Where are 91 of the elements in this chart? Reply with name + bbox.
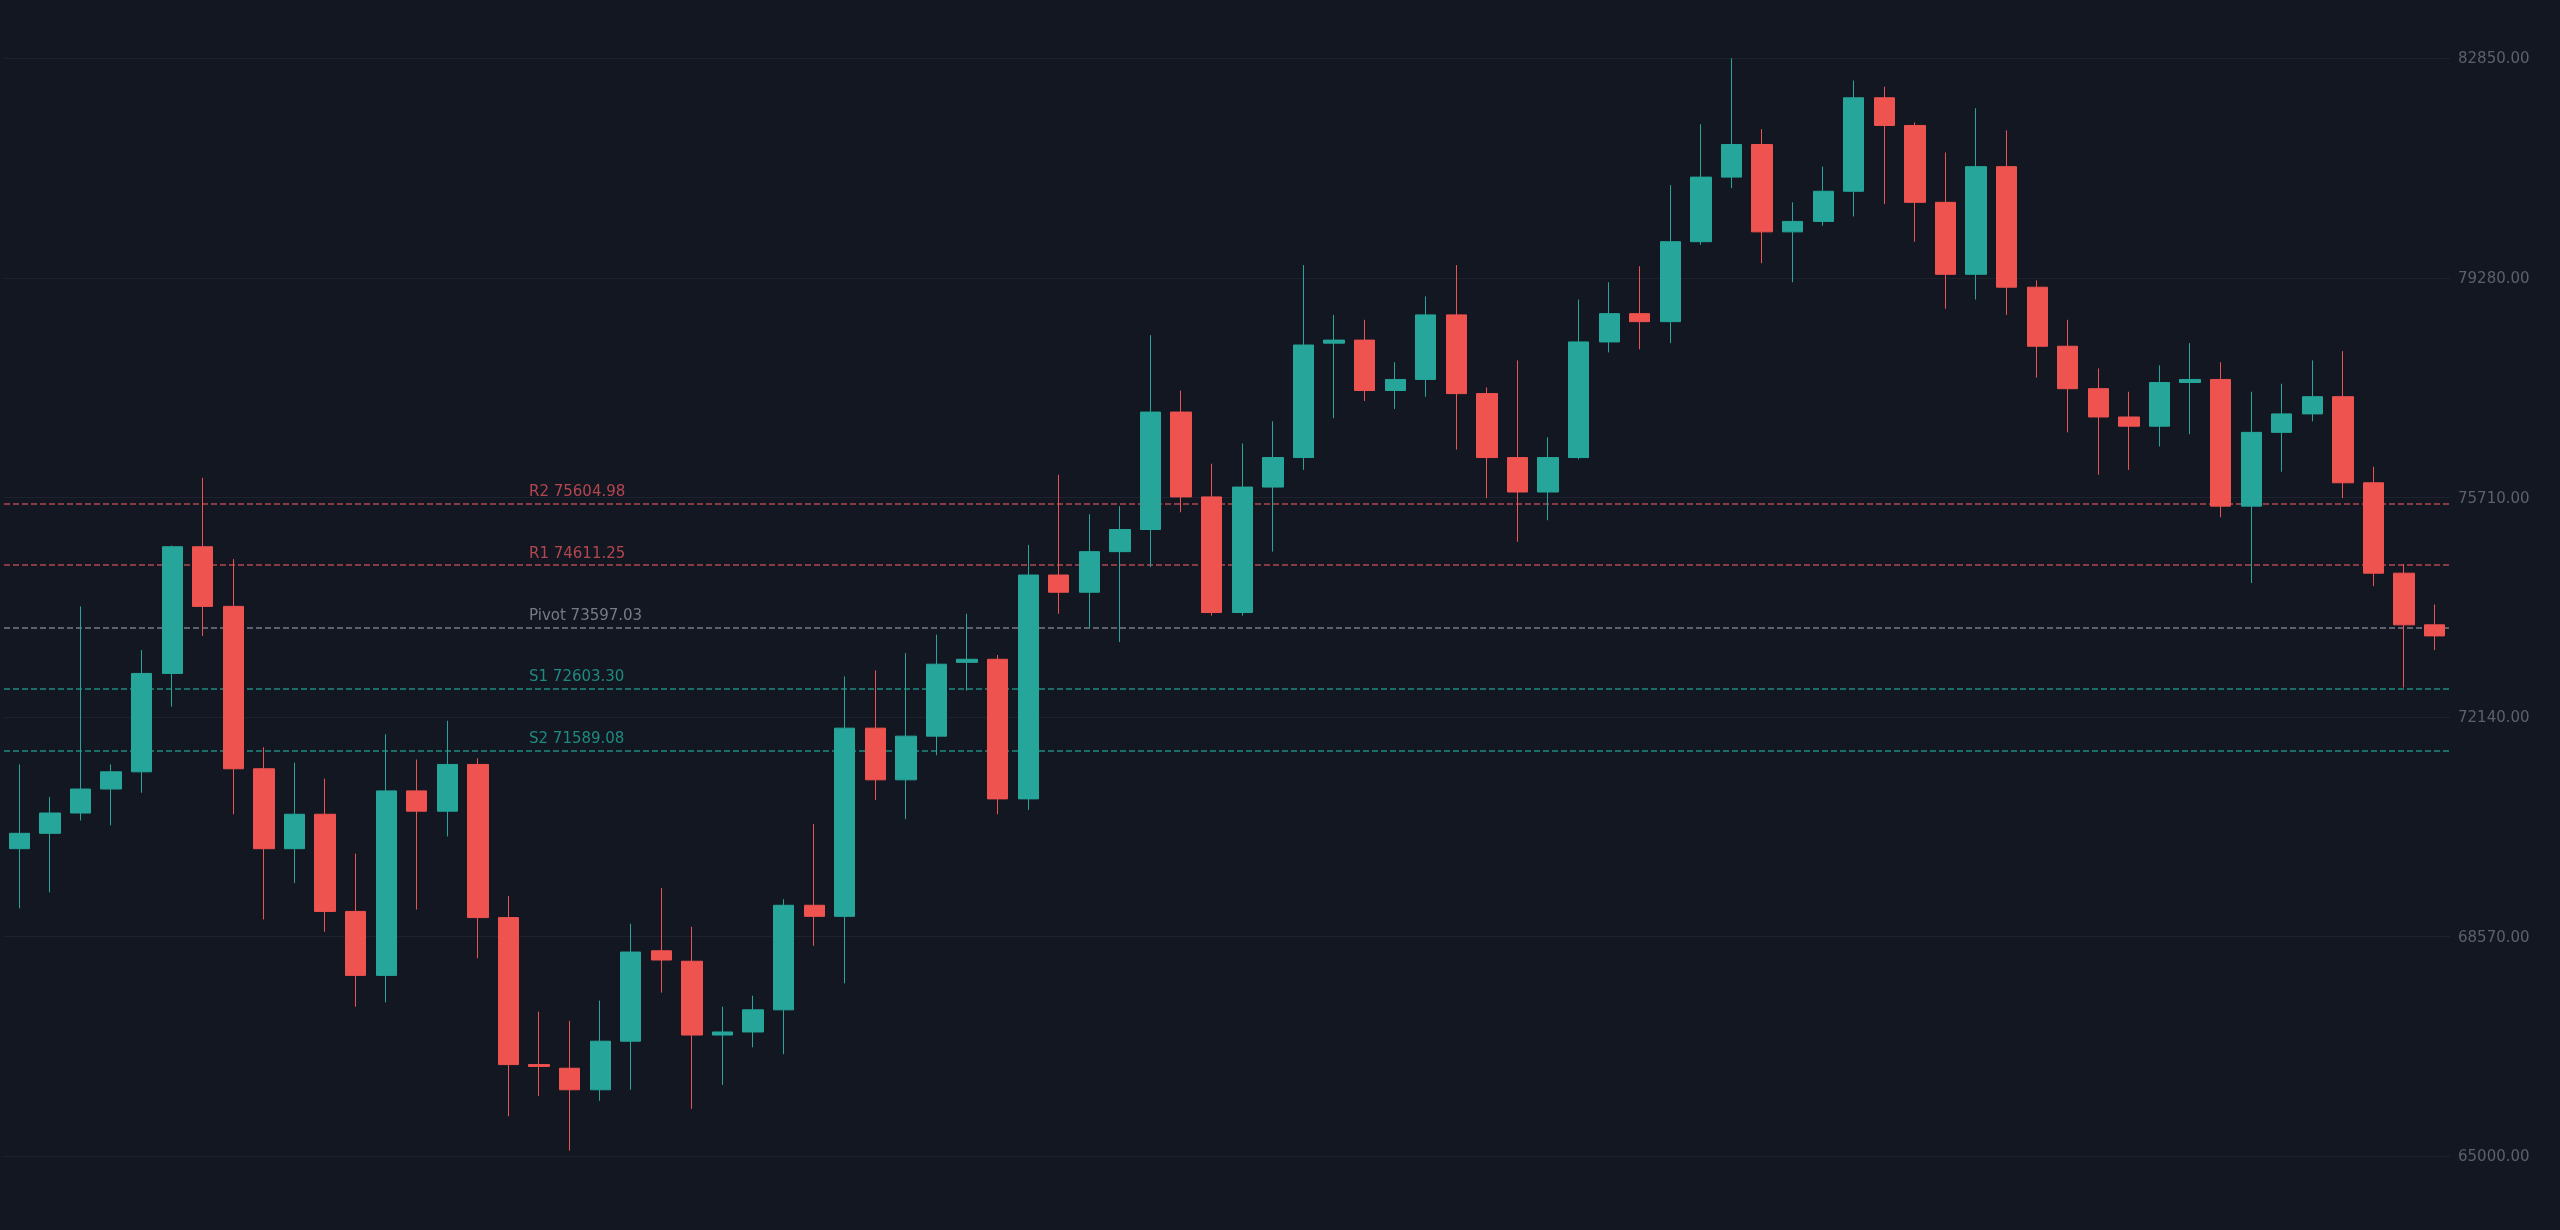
y-tick-label: 68570.00 bbox=[2458, 927, 2530, 946]
candlestick bbox=[1323, 314, 1345, 419]
candlestick bbox=[2179, 342, 2201, 435]
candlestick bbox=[1262, 420, 1284, 553]
candlestick bbox=[2363, 466, 2384, 587]
ref-line-label: S2 71589.08 bbox=[529, 729, 625, 748]
candlestick bbox=[1507, 359, 1528, 543]
candlestick bbox=[2210, 361, 2231, 518]
candlestick bbox=[1446, 264, 1467, 451]
candlestick bbox=[1935, 152, 1956, 310]
ref-line-label: R2 75604.98 bbox=[529, 482, 626, 501]
candlestick bbox=[712, 1006, 733, 1086]
candlestick bbox=[162, 545, 183, 708]
candlestick bbox=[223, 558, 244, 815]
candlestick bbox=[498, 895, 519, 1117]
candlestick bbox=[1996, 129, 2017, 316]
candlestick bbox=[192, 477, 213, 637]
candlestick bbox=[2241, 391, 2262, 584]
candlestick bbox=[1690, 123, 1712, 246]
candlestick bbox=[1354, 319, 1375, 402]
y-tick-label: 75710.00 bbox=[2458, 488, 2530, 507]
candlestick bbox=[590, 1000, 611, 1102]
candlestick bbox=[9, 763, 30, 909]
candlestick bbox=[2332, 350, 2354, 499]
ref-line-label: R1 74611.25 bbox=[529, 543, 626, 562]
y-tick-label: 79280.00 bbox=[2458, 268, 2530, 287]
candlestick bbox=[2027, 279, 2048, 379]
candlestick bbox=[1201, 463, 1222, 617]
candlestick bbox=[1629, 265, 1650, 350]
candlestick bbox=[1813, 166, 1834, 227]
candlestick bbox=[100, 763, 122, 826]
candlestick bbox=[651, 887, 672, 994]
candlestick bbox=[1721, 57, 1742, 189]
candlestick bbox=[528, 1011, 550, 1097]
candlestick bbox=[1904, 121, 1926, 243]
candlestick bbox=[1751, 128, 1773, 264]
ref-line-label: Pivot 73597.03 bbox=[529, 605, 643, 624]
candlestick bbox=[467, 757, 489, 959]
candlestick bbox=[1874, 86, 1895, 205]
candlestick bbox=[284, 762, 305, 884]
candlestick bbox=[2393, 563, 2415, 689]
candlestick bbox=[253, 746, 275, 920]
candlestick bbox=[834, 676, 855, 984]
candlestick bbox=[2302, 359, 2323, 422]
candlestick bbox=[70, 605, 91, 821]
candlestick bbox=[2088, 367, 2109, 476]
y-tick-label: 82850.00 bbox=[2458, 49, 2530, 68]
candlestick bbox=[1476, 386, 1498, 499]
candlestick bbox=[1599, 281, 1620, 353]
candlestick bbox=[926, 634, 947, 756]
candlestick bbox=[1415, 295, 1436, 398]
candlestick bbox=[1170, 390, 1192, 513]
candlestick bbox=[1232, 442, 1253, 617]
candlestick bbox=[1048, 474, 1069, 615]
candlestick bbox=[742, 995, 764, 1048]
candlestick bbox=[1965, 107, 1987, 301]
candlestick bbox=[895, 652, 917, 820]
candlestick bbox=[773, 898, 794, 1055]
candlestick bbox=[2271, 383, 2292, 473]
y-tick-label: 72140.00 bbox=[2458, 708, 2530, 727]
candlestick bbox=[1018, 544, 1039, 811]
candlestick bbox=[1568, 299, 1589, 460]
candlestick bbox=[865, 669, 886, 801]
candlestick bbox=[956, 613, 978, 692]
candlestick bbox=[314, 778, 336, 933]
candlestick bbox=[345, 853, 366, 1008]
candlestick bbox=[559, 1020, 580, 1152]
candlestick bbox=[2424, 604, 2445, 651]
candlestick bbox=[437, 720, 458, 837]
candlestick bbox=[1843, 80, 1864, 217]
candlestick bbox=[376, 733, 397, 1003]
candlestick bbox=[1782, 201, 1803, 283]
candlestick bbox=[1537, 436, 1559, 521]
candlestick bbox=[2118, 391, 2140, 471]
candlestick bbox=[39, 796, 61, 893]
candlestick bbox=[1385, 361, 1406, 410]
y-tick-label: 65000.00 bbox=[2458, 1147, 2530, 1166]
candlestick bbox=[2149, 364, 2170, 447]
candlestick bbox=[2057, 319, 2078, 433]
candlestick bbox=[987, 654, 1008, 815]
candlestick bbox=[1109, 505, 1131, 643]
candlestick bbox=[1140, 334, 1161, 568]
ref-line-label: S1 72603.30 bbox=[529, 667, 625, 686]
candlestick bbox=[131, 649, 152, 794]
candlestick bbox=[406, 759, 427, 911]
candlestick bbox=[804, 823, 825, 947]
candlestick bbox=[1293, 264, 1314, 471]
candlestick bbox=[681, 926, 703, 1110]
candlestick bbox=[1660, 184, 1681, 344]
candlestick bbox=[620, 923, 641, 1091]
candlestick bbox=[1079, 513, 1100, 629]
